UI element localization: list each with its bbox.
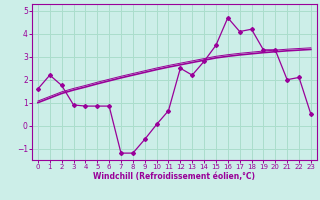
X-axis label: Windchill (Refroidissement éolien,°C): Windchill (Refroidissement éolien,°C) bbox=[93, 172, 255, 181]
